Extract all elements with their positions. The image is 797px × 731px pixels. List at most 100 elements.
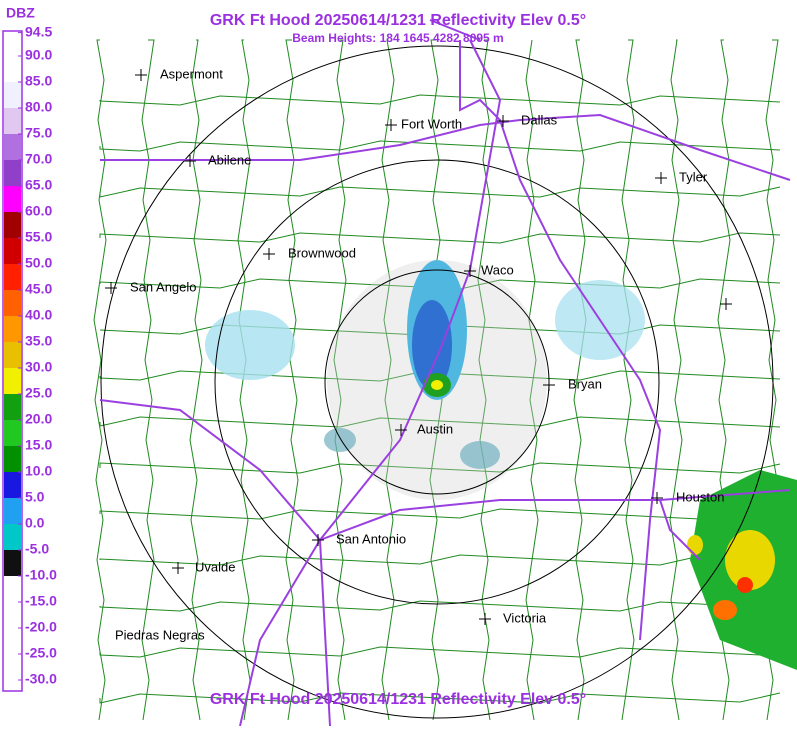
color-band (4, 316, 21, 342)
tick-label: 55.0 (25, 229, 52, 245)
tick-label: 25.0 (25, 385, 52, 401)
city-label: Austin (417, 421, 453, 436)
city-marker (263, 248, 275, 260)
tick-label: -30.0 (25, 671, 57, 687)
color-band (4, 32, 21, 56)
tick-label: -15.0 (25, 593, 57, 609)
city-label: Fort Worth (401, 116, 462, 131)
city-label: San Angelo (130, 279, 197, 294)
county-line (99, 462, 781, 474)
county-line (99, 554, 781, 566)
color-band (4, 524, 21, 550)
city-label: Piedras Negras (115, 627, 205, 642)
city-marker (135, 69, 147, 81)
county-line (99, 508, 781, 520)
county-line (621, 39, 635, 721)
tick-label: 90.0 (25, 47, 52, 63)
city-marker (543, 379, 555, 391)
tick-label: 30.0 (25, 359, 52, 375)
county-line (99, 186, 781, 198)
tick-label: -5.0 (25, 541, 49, 557)
county-line (333, 39, 347, 721)
tick-label: -25.0 (25, 645, 57, 661)
color-band (4, 420, 21, 446)
color-band (4, 108, 21, 134)
county-line (93, 39, 107, 721)
city-label: San Antonio (336, 531, 406, 546)
county-line (669, 39, 683, 721)
tick-label: 50.0 (25, 255, 52, 271)
color-band (4, 654, 21, 680)
city-label: Uvalde (195, 559, 235, 574)
city-label: Brownwood (288, 245, 356, 260)
county-line (477, 39, 491, 721)
county-line (99, 646, 781, 658)
tick-label: 35.0 (25, 333, 52, 349)
tick-label: 75.0 (25, 125, 52, 141)
city-label: Abilene (208, 152, 251, 167)
city-marker (464, 265, 476, 277)
color-band (4, 628, 21, 654)
city-marker (184, 155, 196, 167)
city-label: Victoria (503, 610, 547, 625)
city-marker (655, 172, 667, 184)
city-label: Dallas (521, 112, 558, 127)
color-band (4, 446, 21, 472)
tick-label: 94.5 (25, 23, 52, 39)
tick-label: 10.0 (25, 463, 52, 479)
tick-label: 60.0 (25, 203, 52, 219)
footer-title: GRK Ft Hood 20250614/1231 Reflectivity E… (210, 691, 586, 708)
color-band (4, 368, 21, 394)
city-label: Aspermont (160, 66, 223, 81)
color-band (4, 160, 21, 186)
county-line (99, 416, 781, 428)
city-marker (651, 492, 663, 504)
color-band (4, 602, 21, 628)
tick-label: -10.0 (25, 567, 57, 583)
tick-label: 5.0 (25, 489, 45, 505)
color-band (4, 290, 21, 316)
city-label: Bryan (568, 376, 602, 391)
color-band (4, 186, 21, 212)
color-band (4, 264, 21, 290)
tick-label: 40.0 (25, 307, 52, 323)
city-marker (395, 424, 407, 436)
city-marker (172, 562, 184, 574)
color-band (4, 472, 21, 498)
radar-echoes (205, 260, 797, 670)
subtitle: Beam Heights: 184 1645 4282 8095 m (292, 31, 503, 45)
county-line (99, 94, 781, 106)
county-line (141, 39, 155, 721)
tick-label: -20.0 (25, 619, 57, 635)
range-rings (100, 45, 774, 719)
legend-unit: DBZ (6, 5, 35, 21)
tick-label: 20.0 (25, 411, 52, 427)
county-line (573, 39, 587, 721)
city-marker (385, 119, 397, 131)
color-band (4, 394, 21, 420)
tick-label: 15.0 (25, 437, 52, 453)
city-marker (497, 115, 509, 127)
county-line (99, 140, 781, 152)
city-label: Tyler (679, 169, 708, 184)
highways (99, 19, 791, 727)
county-line (99, 600, 781, 612)
color-band (4, 238, 21, 264)
county-line (99, 692, 781, 704)
city-marker (105, 282, 117, 294)
tick-label: 45.0 (25, 281, 52, 297)
city-label: Waco (481, 262, 514, 277)
color-band (4, 550, 21, 576)
tick-label: 80.0 (25, 99, 52, 115)
county-line (189, 39, 203, 721)
colorbar (2, 30, 23, 692)
color-band (4, 82, 21, 108)
tick-label: 65.0 (25, 177, 52, 193)
tick-label: 0.0 (25, 515, 45, 531)
city-label: Houston (676, 489, 724, 504)
color-band (4, 56, 21, 82)
county-line (99, 232, 781, 244)
city-marker (312, 534, 324, 546)
color-band (4, 212, 21, 238)
